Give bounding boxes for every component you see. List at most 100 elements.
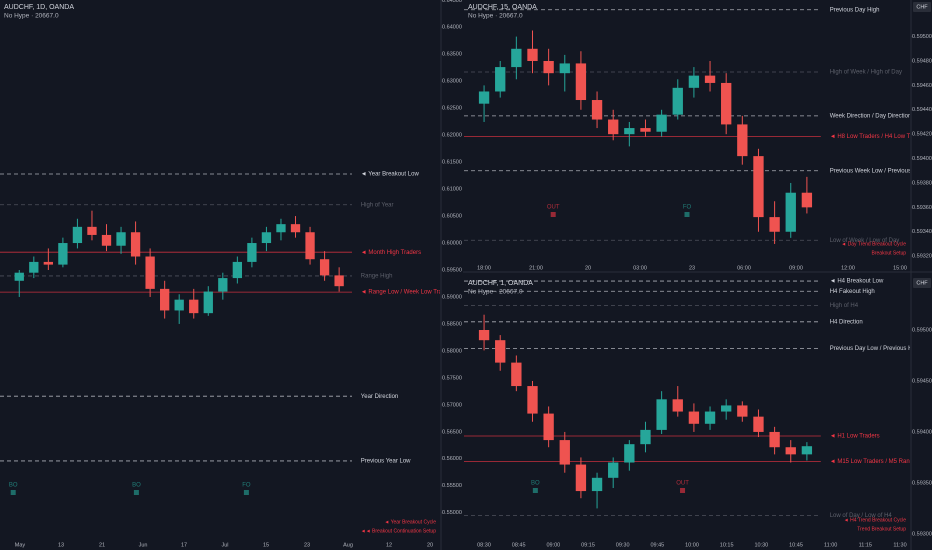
y-tick-label: 0.56500 <box>442 429 462 435</box>
candle-body <box>290 224 301 233</box>
candle-body <box>116 232 126 246</box>
y-tick-label: 0.59460 <box>912 83 932 89</box>
scale-badge <box>913 2 931 12</box>
y-tick-label: 0.60500 <box>442 214 462 220</box>
candle-body <box>608 119 619 135</box>
y-tick-label: 0.57000 <box>442 402 462 408</box>
x-tick-label: 08:45 <box>512 542 526 548</box>
signal-marker: FO <box>242 483 251 489</box>
signal-marker: BO <box>132 483 141 489</box>
y-tick-label: 0.58000 <box>442 348 462 354</box>
x-tick-label: 21:00 <box>529 265 543 271</box>
candle-body <box>785 447 796 455</box>
x-tick-label: 09:00 <box>789 265 803 271</box>
candle-body <box>495 340 506 363</box>
x-tick-label: 23 <box>304 542 310 548</box>
signal-box <box>133 490 139 495</box>
signal-marker: BO <box>531 481 540 487</box>
chart-subtitle: No Hype · 20667.0 <box>468 13 523 20</box>
x-tick-label: 13 <box>58 542 64 548</box>
y-tick-label: 0.59300 <box>912 531 932 537</box>
candle-body <box>591 100 603 120</box>
candle-body <box>769 217 780 232</box>
y-tick-label: 0.64500 <box>442 0 462 4</box>
level-label: H4 Direction <box>830 319 863 325</box>
x-tick-label: 20 <box>585 265 591 271</box>
candle-body <box>543 413 554 441</box>
legend-note: Trend Breakout Setup <box>857 526 906 532</box>
legend-note: Breakout Setup <box>872 250 907 256</box>
level-label: ◄ H1 Low Traders <box>830 434 880 440</box>
level-label: Previous Week Low / Previous Day Low <box>830 168 932 174</box>
candle-body <box>478 329 490 341</box>
candle-body <box>527 48 538 61</box>
candle-body <box>203 291 213 314</box>
y-tick-label: 0.59480 <box>912 58 932 64</box>
signal-marker: OUT <box>547 205 560 211</box>
y-tick-label: 0.64000 <box>442 25 462 31</box>
candle-body <box>305 232 315 260</box>
y-tick-label: 0.59380 <box>912 180 932 186</box>
signal-marker: OUT <box>676 481 689 487</box>
candle-body <box>801 446 813 455</box>
y-tick-label: 0.59320 <box>912 254 932 260</box>
candle-body <box>721 405 732 412</box>
x-tick-label: 23 <box>689 265 695 271</box>
candle-body <box>753 156 764 218</box>
y-tick-label: 0.59400 <box>912 156 932 162</box>
level-label: Previous Day High <box>830 7 880 13</box>
y-tick-label: 0.59350 <box>912 480 932 486</box>
candle-body <box>769 431 780 448</box>
candle-body <box>527 386 538 414</box>
x-tick-label: 10:00 <box>685 542 699 548</box>
candle-body <box>232 261 243 279</box>
candle-body <box>130 232 141 257</box>
candle-body <box>14 272 24 281</box>
y-tick-label: 0.55000 <box>442 510 462 516</box>
candle-body <box>145 256 155 289</box>
x-tick-label: 06:00 <box>737 265 751 271</box>
y-tick-label: 0.56000 <box>442 456 462 462</box>
level-label: Low of Week / Low of Day <box>830 238 900 244</box>
candle-body <box>511 48 522 68</box>
legend-note: ◄ Year Breakout Cycle <box>384 519 436 525</box>
x-tick-label: 12 <box>386 542 392 548</box>
signal-box <box>243 490 249 495</box>
x-tick-label: 15:00 <box>893 265 907 271</box>
scale-badge-label: CHF <box>916 280 928 286</box>
signal-box <box>550 212 556 217</box>
candle-body <box>785 192 796 232</box>
candle-body <box>608 462 619 478</box>
x-tick-label: 15 <box>263 542 269 548</box>
candle-body <box>43 261 54 265</box>
y-tick-label: 0.59500 <box>912 34 932 40</box>
candle-body <box>801 192 813 208</box>
chart-panel: Previous Day High High of Week / High of … <box>464 7 932 256</box>
candle-body <box>511 362 522 387</box>
signal-box <box>684 212 690 217</box>
x-tick-label: 18:00 <box>477 265 491 271</box>
candle-body <box>543 60 554 74</box>
candle-body <box>624 444 635 463</box>
x-tick-label: 12:00 <box>841 265 855 271</box>
candle-body <box>591 477 603 492</box>
x-tick-label: 09:15 <box>581 542 595 548</box>
y-tick-label: 0.63500 <box>442 52 462 58</box>
y-tick-label: 0.58500 <box>442 321 462 327</box>
candle-body <box>640 128 651 132</box>
candle-body <box>640 429 651 445</box>
y-tick-label: 0.59450 <box>912 378 932 384</box>
x-tick-label: 08:30 <box>477 542 491 548</box>
x-tick-label: 03:00 <box>633 265 647 271</box>
x-tick-label: 09:30 <box>616 542 630 548</box>
candle-body <box>721 82 732 125</box>
candle-body <box>656 114 667 132</box>
signal-box <box>532 488 538 493</box>
candle-body <box>319 259 330 276</box>
signal-box <box>680 488 686 493</box>
candle-body <box>672 399 683 412</box>
y-tick-label: 0.61500 <box>442 160 462 166</box>
x-tick-label: 11:30 <box>893 542 906 548</box>
